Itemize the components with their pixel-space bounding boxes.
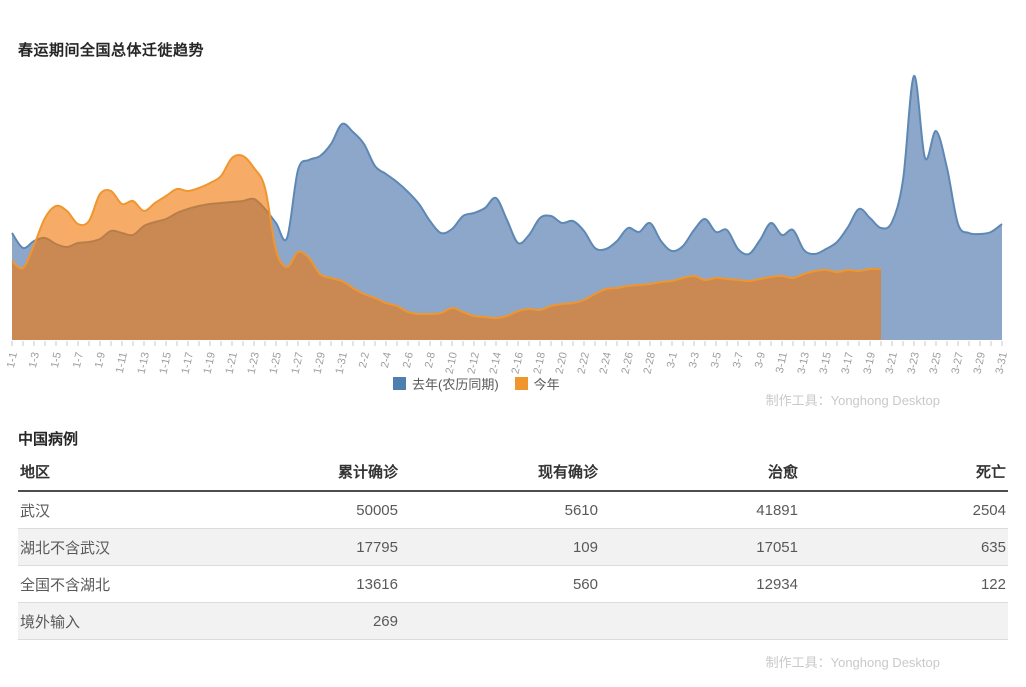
- cell-deaths: 635: [800, 528, 1008, 566]
- cell-cured: 41891: [600, 491, 800, 529]
- svg-text:2-2: 2-2: [357, 351, 372, 369]
- svg-text:3-9: 3-9: [753, 351, 768, 369]
- svg-text:2-24: 2-24: [598, 351, 614, 375]
- svg-text:3-27: 3-27: [950, 351, 966, 375]
- table-row: 武汉 50005 5610 41891 2504: [18, 491, 1008, 529]
- area-fill-this-year: [12, 155, 881, 340]
- cell-confirmed_current: 560: [400, 565, 600, 603]
- svg-text:2-8: 2-8: [423, 351, 438, 369]
- svg-text:3-15: 3-15: [818, 351, 834, 375]
- cell-confirmed_total: 13616: [200, 565, 400, 603]
- svg-text:1-7: 1-7: [71, 351, 86, 369]
- svg-text:1-27: 1-27: [290, 351, 306, 375]
- cell-confirmed_total: 50005: [200, 491, 400, 529]
- cases-table-body: 武汉 50005 5610 41891 2504 湖北不含武汉 17795 109 17051 6…: [18, 491, 1008, 640]
- column-header-deaths: 死亡: [800, 452, 1008, 492]
- svg-text:2-26: 2-26: [620, 351, 636, 375]
- svg-text:3-13: 3-13: [796, 351, 812, 375]
- svg-text:1-15: 1-15: [158, 351, 174, 375]
- cell-region: 武汉: [18, 491, 200, 529]
- cell-confirmed_current: [400, 602, 600, 640]
- svg-text:1-23: 1-23: [246, 351, 262, 375]
- svg-text:2-12: 2-12: [466, 351, 482, 375]
- svg-text:3-17: 3-17: [840, 351, 856, 375]
- x-axis-ticks: [11, 341, 1003, 346]
- svg-text:2-16: 2-16: [510, 351, 526, 375]
- cases-table: 地区 累计确诊 现有确诊 治愈 死亡 武汉 50005 5610 41891 2504 湖北不含武…: [18, 452, 1008, 640]
- legend-label-this-year: 今年: [533, 377, 560, 392]
- table-credit: 制作工具：Yonghong Desktop: [765, 655, 940, 670]
- cases-table-title: 中国病例: [18, 431, 79, 448]
- cell-confirmed_current: 5610: [400, 491, 600, 529]
- cell-region: 湖北不含武汉: [18, 528, 200, 566]
- svg-text:2-18: 2-18: [532, 351, 548, 375]
- svg-text:1-31: 1-31: [334, 351, 350, 375]
- table-row: 境外输入 269: [18, 602, 1008, 640]
- svg-text:2-6: 2-6: [401, 351, 416, 369]
- svg-text:3-23: 3-23: [906, 351, 922, 375]
- cell-cured: [600, 602, 800, 640]
- legend-label-last-year: 去年(农历同期): [412, 377, 499, 392]
- svg-text:3-21: 3-21: [884, 351, 900, 375]
- cell-deaths: 122: [800, 565, 1008, 603]
- column-header-region: 地区: [18, 452, 200, 492]
- cell-deaths: [800, 602, 1008, 640]
- legend-item-last-year[interactable]: 去年(农历同期): [393, 374, 499, 393]
- svg-text:2-22: 2-22: [576, 351, 592, 375]
- svg-text:2-14: 2-14: [488, 351, 504, 375]
- svg-text:1-17: 1-17: [180, 351, 196, 375]
- area-line-this-year: [11, 154, 882, 320]
- svg-text:3-11: 3-11: [774, 351, 790, 374]
- cell-confirmed_total: 269: [200, 602, 400, 640]
- svg-text:2-20: 2-20: [554, 351, 570, 375]
- svg-text:1-5: 1-5: [49, 351, 64, 369]
- cell-deaths: 2504: [800, 491, 1008, 529]
- svg-text:2-4: 2-4: [379, 351, 394, 369]
- svg-text:3-7: 3-7: [731, 351, 746, 369]
- svg-text:2-10: 2-10: [444, 351, 460, 375]
- legend-swatch-last-year: [393, 377, 406, 390]
- svg-text:1-13: 1-13: [136, 351, 152, 375]
- svg-text:3-1: 3-1: [665, 351, 680, 369]
- svg-text:1-9: 1-9: [93, 351, 108, 369]
- header-row: 地区 累计确诊 现有确诊 治愈 死亡: [18, 452, 1008, 492]
- svg-text:1-11: 1-11: [114, 351, 130, 374]
- svg-text:1-3: 1-3: [27, 351, 42, 369]
- svg-text:3-5: 3-5: [709, 351, 724, 369]
- svg-text:3-25: 3-25: [928, 351, 944, 375]
- table-row: 湖北不含武汉 17795 109 17051 635: [18, 528, 1008, 566]
- chart-title: 春运期间全国总体迁徙趋势: [18, 42, 205, 59]
- cell-cured: 17051: [600, 528, 800, 566]
- column-header-confirmed_current: 现有确诊: [400, 452, 600, 492]
- cases-table-header: 地区 累计确诊 现有确诊 治愈 死亡: [18, 452, 1008, 492]
- cell-cured: 12934: [600, 565, 800, 603]
- migration-area-chart: 1-1 1-3 1-5 1-7 1-9 1-11 1-13 1-15 1-17 1-19 1-21 1…: [5, 74, 1010, 375]
- cell-region: 全国不含湖北: [18, 565, 200, 603]
- chart-credit: 制作工具：Yonghong Desktop: [765, 393, 940, 408]
- cell-region: 境外输入: [18, 602, 200, 640]
- svg-text:3-19: 3-19: [862, 351, 878, 375]
- svg-text:1-21: 1-21: [224, 351, 240, 375]
- svg-text:3-3: 3-3: [687, 351, 702, 369]
- svg-text:3-31: 3-31: [994, 351, 1010, 375]
- chart-legend: 去年(农历同期) 今年: [393, 374, 560, 393]
- x-axis-labels: 1-1 1-3 1-5 1-7 1-9 1-11 1-13 1-15 1-17 1-19 1-21 1…: [5, 351, 1010, 375]
- cell-confirmed_current: 109: [400, 528, 600, 566]
- svg-text:2-28: 2-28: [642, 351, 658, 375]
- svg-text:3-29: 3-29: [972, 351, 988, 375]
- legend-swatch-this-year: [514, 377, 528, 390]
- column-header-cured: 治愈: [600, 452, 800, 492]
- svg-text:1-19: 1-19: [202, 351, 218, 375]
- svg-text:1-29: 1-29: [312, 351, 328, 375]
- table-row: 全国不含湖北 13616 560 12934 122: [18, 565, 1008, 603]
- column-header-confirmed_total: 累计确诊: [200, 452, 400, 492]
- svg-text:1-1: 1-1: [5, 351, 20, 369]
- svg-text:1-25: 1-25: [268, 351, 284, 375]
- cell-confirmed_total: 17795: [200, 528, 400, 566]
- legend-item-this-year[interactable]: 今年: [514, 374, 560, 393]
